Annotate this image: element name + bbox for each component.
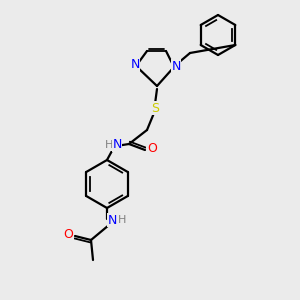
- Text: H: H: [105, 140, 113, 150]
- Text: S: S: [151, 101, 159, 115]
- Text: N: N: [107, 214, 117, 226]
- Text: O: O: [147, 142, 157, 155]
- Text: N: N: [112, 139, 122, 152]
- Text: N: N: [130, 58, 140, 71]
- Text: O: O: [63, 229, 73, 242]
- Text: N: N: [171, 59, 181, 73]
- Text: H: H: [118, 215, 126, 225]
